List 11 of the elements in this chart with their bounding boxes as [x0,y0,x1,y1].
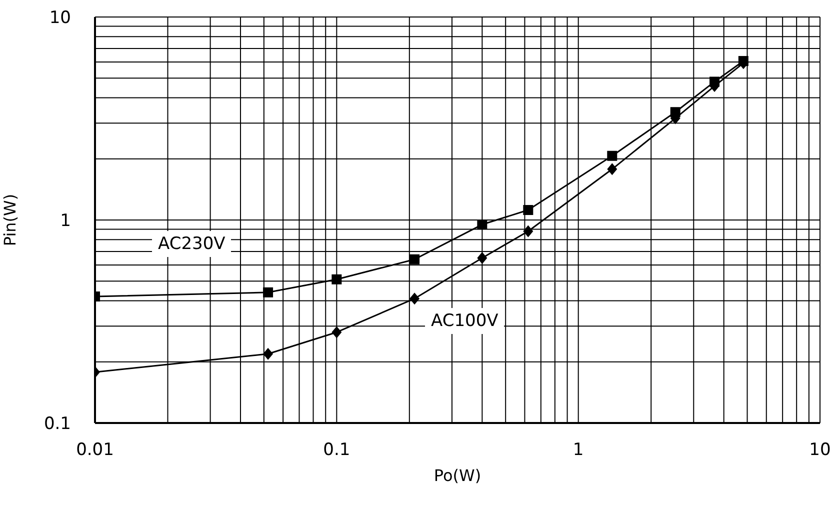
y-axis-title: Pin(W) [0,194,20,246]
x-tick-label: 10 [809,440,831,460]
series-label: AC100V [425,308,504,334]
y-tick-label: 1 [60,211,71,232]
x-tick-label: 0.1 [323,440,350,460]
x-axis-title: Po(W) [434,466,482,485]
y-tick-label: 10 [49,8,71,28]
x-tick-label: 1 [572,440,584,460]
x-tick-label: 0.01 [76,440,114,460]
y-tick-label: 0.1 [44,414,71,434]
text: AC230V [152,231,232,257]
